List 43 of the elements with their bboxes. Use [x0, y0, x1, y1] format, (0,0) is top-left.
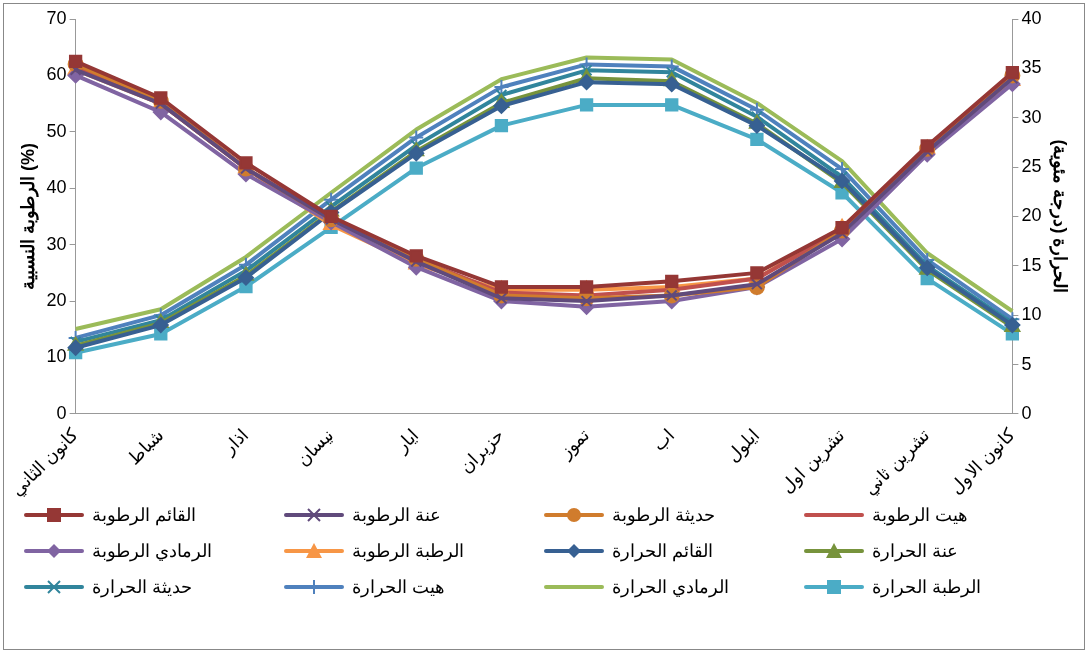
x-tick-label: نيسان: [292, 424, 338, 471]
y2-tick-label: 35: [1021, 57, 1042, 78]
y2-tick-label: 15: [1021, 254, 1042, 275]
x-tick-label: تموز: [554, 424, 594, 464]
x-tick-label: اب: [648, 424, 679, 455]
y2-tick-label: 0: [1021, 402, 1032, 423]
y-tick-label: 0: [56, 402, 67, 423]
legend-label: القائم الرطوبة: [92, 504, 197, 526]
y2-tick-label: 20: [1021, 205, 1042, 226]
legend-label: حديثة الحرارة: [92, 576, 193, 598]
y2-tick-label: 30: [1021, 106, 1042, 127]
legend-label: الرطبة الحرارة: [872, 576, 982, 598]
y2-axis-title: الحرارة (درجة مئوية): [1049, 139, 1071, 294]
y2-tick-label: 10: [1021, 304, 1042, 325]
legend-label: عنة الرطوبة: [352, 504, 442, 526]
x-tick-label: كانون الثاني: [7, 424, 83, 501]
legend-label: هيت الرطوبة: [872, 504, 969, 526]
x-tick-label: شباط: [123, 424, 168, 469]
x-tick-label: ايار: [390, 424, 424, 458]
y-tick-label: 10: [46, 346, 67, 367]
legend-label: الرطبة الرطوبة: [352, 540, 465, 562]
x-tick-label: تشرين ثاني: [859, 424, 935, 500]
legend-label: عنة الحرارة: [872, 540, 959, 562]
y-tick-label: 60: [46, 64, 67, 85]
x-tick-label: اذار: [218, 424, 253, 460]
legend-label: الرمادي الحرارة: [612, 576, 730, 598]
x-tick-label: تشرين اول: [776, 424, 850, 498]
legend-label: القائم الحرارة: [612, 540, 714, 562]
legend-label: هيت الحرارة: [352, 576, 446, 598]
y-tick-label: 30: [46, 233, 67, 254]
legend-label: الرمادي الرطوبة: [92, 540, 213, 562]
y-tick-label: 40: [46, 177, 67, 198]
y2-tick-label: 25: [1021, 156, 1042, 177]
x-tick-label: حزيران: [455, 424, 509, 478]
y-axis-title: الرطوبة النسبية (%): [17, 142, 39, 290]
x-tick-label: ايلول: [722, 424, 764, 467]
legend-label: حديثة الرطوبة: [612, 504, 716, 526]
y2-tick-label: 40: [1021, 7, 1042, 28]
y2-tick-label: 5: [1021, 353, 1032, 374]
y-tick-label: 50: [46, 120, 67, 141]
y-tick-label: 70: [46, 7, 67, 28]
x-tick-label: كانون الاول: [945, 424, 1020, 499]
y-tick-label: 20: [46, 290, 67, 311]
